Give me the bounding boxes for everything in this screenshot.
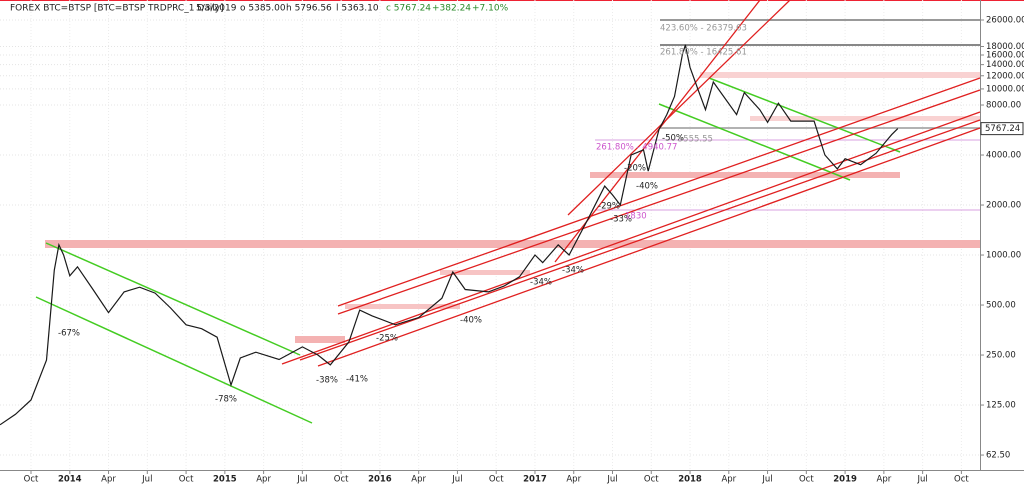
y-tick-label: 10000.00 (986, 84, 1024, 94)
open: o 5385.00 (240, 4, 286, 14)
bands (45, 19, 980, 343)
y-tick-label: 18000.00 (986, 42, 1024, 52)
y-tick-label: 4000.00 (986, 151, 1021, 161)
x-tick-label: 2015 (213, 475, 237, 485)
symbol: FOREX BTC=BTSP [BTC=BTSP TRDPRC_1 Daily] (10, 4, 224, 14)
drawdown-label: -34% (530, 278, 552, 288)
fib-label: 423.60% - 26379.63 (660, 24, 747, 34)
drawdown-label: -38% (316, 376, 338, 386)
x-tick-label: Apr (721, 475, 736, 485)
channel-line (317, 127, 981, 367)
high: h 5796.56 (286, 4, 332, 14)
y-tick-label: 26000.00 (986, 15, 1024, 25)
x-tick-label: Oct (489, 475, 504, 485)
x-tick-label: Apr (256, 475, 271, 485)
resistance-band (295, 336, 345, 343)
drawdown-label: -67% (58, 329, 80, 339)
trend-lines (35, 0, 981, 424)
drawdown-label: -33% (610, 215, 632, 225)
y-tick-label: 14000.00 (986, 60, 1024, 70)
grid (0, 0, 980, 470)
y-tick-label: 8000.00 (986, 101, 1021, 111)
channel-line (567, 0, 791, 216)
drawdown-label: -50% (662, 134, 684, 144)
x-tick-label: 2019 (833, 475, 857, 485)
drawdown-label: -34% (562, 266, 584, 276)
x-tick-label: Oct (799, 475, 814, 485)
trend-line (35, 296, 313, 424)
fib-label: 261.80% - 16425.61 (660, 48, 747, 58)
drawdown-label: -25% (376, 334, 398, 344)
y-tick-label: 2000.00 (986, 201, 1021, 211)
channel-line (337, 89, 981, 315)
fib-label: 261.80% - 4940.77 (596, 143, 677, 153)
fib-label: - 5555.55 (672, 135, 713, 145)
x-tick-label: Apr (101, 475, 116, 485)
x-tick-label: Jul (916, 475, 927, 485)
channel-line (554, 0, 761, 263)
x-tick-label: 2016 (368, 475, 392, 485)
header: FOREX BTC=BTSP [BTC=BTSP TRDPRC_1 Daily]… (10, 4, 509, 14)
drawdown-label: -40% (636, 182, 658, 192)
y-tick-label: 16000.00 (986, 51, 1024, 61)
x-tick-label: 2018 (678, 475, 702, 485)
x-tick-label: Jul (606, 475, 617, 485)
date: 5/3/2019 (196, 4, 237, 14)
x-tick-label: 2014 (58, 475, 82, 485)
x-tick-label: Jul (761, 475, 772, 485)
x-tick-label: Apr (411, 475, 426, 485)
trend-line (658, 103, 851, 181)
y-tick-label: 250.00 (986, 351, 1016, 361)
drawdown-label: -29% (598, 202, 620, 212)
last-price-label: 5767.24 (985, 124, 1020, 134)
resistance-band (345, 304, 460, 309)
trend-line (45, 242, 301, 356)
drawdown-label: -20% (624, 164, 646, 174)
change: +382.24 (432, 4, 471, 14)
x-tick-label: Oct (644, 475, 659, 485)
resistance-band (700, 72, 980, 78)
y-tick-label: 500.00 (986, 301, 1016, 311)
channel-line (337, 77, 981, 307)
x-tick-label: Jul (296, 475, 307, 485)
close: c 5767.24 (386, 4, 431, 14)
drawdown-label: -41% (346, 375, 368, 385)
price-line (0, 44, 899, 426)
x-tick-label: Jul (141, 475, 152, 485)
resistance-band (440, 270, 530, 275)
x-tick-label: 2017 (523, 475, 547, 485)
x-tick-label: Jul (451, 475, 462, 485)
y-tick-label: 12000.00 (986, 71, 1024, 81)
fib-label: 1830 (625, 212, 647, 222)
x-tick-label: Apr (566, 475, 581, 485)
resistance-band (590, 172, 900, 178)
y-tick-label: 1000.00 (986, 251, 1021, 261)
last-price-box (980, 122, 1024, 136)
low: l 5363.10 (336, 4, 379, 14)
plot: -67% -78% -38% -41% -25% -40% -34% -34% -29% -33%… (0, 24, 899, 426)
change-pct: +7.10% (472, 4, 509, 14)
x-tick-label: Oct (954, 475, 969, 485)
drawdown-label: -40% (460, 316, 482, 326)
y-tick-label: 62.50 (986, 451, 1010, 461)
x-tick-label: Oct (24, 475, 39, 485)
x-tick-label: Oct (334, 475, 349, 485)
trend-line (708, 77, 901, 153)
channel-line (281, 111, 981, 365)
x-tick-label: Oct (179, 475, 194, 485)
drawdown-label: -78% (215, 395, 237, 405)
y-tick-label: 125.00 (986, 401, 1016, 411)
x-tick-label: Apr (877, 475, 892, 485)
